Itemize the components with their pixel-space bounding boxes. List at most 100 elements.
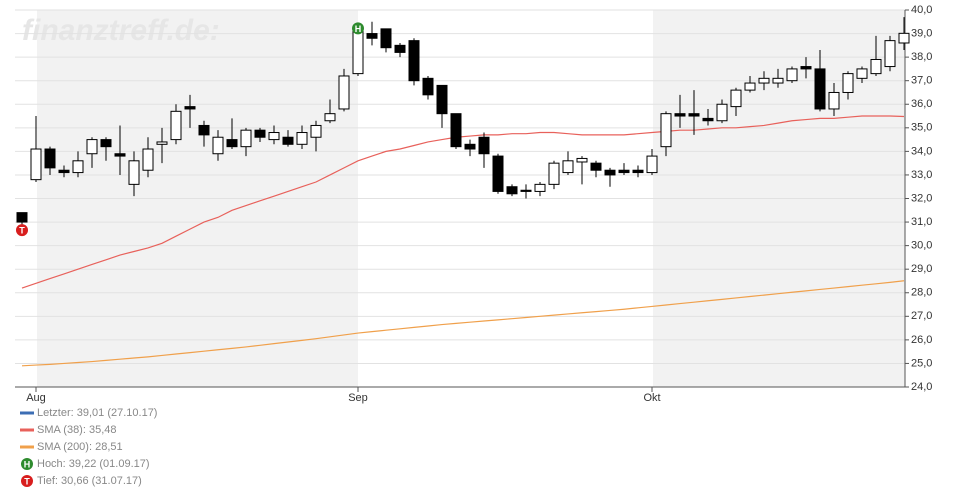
candle-body [408, 40, 420, 82]
marker-symbol: T [19, 225, 25, 235]
y-tick-label: 27,0 [911, 310, 932, 322]
candle-body [198, 124, 210, 136]
candle-body [422, 77, 434, 96]
candle-body [16, 212, 28, 223]
marker-symbol: H [355, 24, 362, 34]
candle-body [632, 169, 644, 174]
candle-body [30, 148, 42, 181]
watermark: finanztreff.de: [22, 14, 220, 47]
candle-body [800, 66, 812, 70]
candle-body [660, 113, 672, 148]
y-tick-label: 29,0 [911, 263, 932, 275]
candle-body [716, 103, 728, 122]
candle-body [772, 77, 784, 84]
legend-label: SMA (38): 35,48 [37, 424, 117, 436]
y-tick-label: 31,0 [911, 216, 932, 228]
candle-body [128, 160, 140, 185]
marker [352, 22, 364, 35]
candle-body [702, 117, 714, 122]
candle-body [268, 132, 280, 141]
candle-body [688, 113, 700, 117]
y-tick-label: 30,0 [911, 240, 932, 252]
candle-body [730, 89, 742, 108]
y-tick-label: 37,0 [911, 75, 932, 87]
candle-body [338, 75, 350, 110]
candle-body [352, 30, 364, 75]
candle-body [814, 68, 826, 110]
candle-body [156, 141, 168, 145]
candle-body [324, 113, 336, 122]
candle-body [44, 148, 56, 169]
sma-line [21, 115, 905, 289]
y-tick-label: 39,0 [911, 27, 932, 39]
y-tick-label: 33,0 [911, 169, 932, 181]
candle-body [170, 110, 182, 141]
marker [16, 224, 28, 237]
candle-body [604, 169, 616, 176]
x-tick-label: Sep [348, 392, 368, 404]
candle-body [86, 139, 98, 155]
x-tick-label: Okt [643, 392, 660, 404]
candle-body [380, 28, 392, 49]
y-tick-label: 40,0 [911, 4, 932, 16]
candle-body [366, 33, 378, 39]
candle-body [870, 58, 882, 75]
legend-label: SMA (200): 28,51 [37, 441, 123, 453]
candle-body [394, 44, 406, 53]
sma-line [21, 280, 905, 367]
candle-body [744, 82, 756, 91]
y-tick-label: 34,0 [911, 145, 932, 157]
y-tick-label: 25,0 [911, 357, 932, 369]
candle-body [478, 136, 490, 155]
y-tick-label: 32,0 [911, 192, 932, 204]
candle-body [884, 40, 896, 68]
legend-symbol: T [24, 476, 30, 486]
candle-body [464, 143, 476, 150]
candle-body [58, 169, 70, 174]
legend-icon [21, 458, 33, 470]
candle-body [674, 113, 686, 117]
candle-body [142, 148, 154, 171]
candle-body [646, 155, 658, 174]
candle-body [212, 136, 224, 155]
candle-body [898, 32, 910, 44]
legend-symbol: H [24, 459, 31, 469]
candle-body [548, 162, 560, 185]
candle-body [254, 129, 266, 138]
legend-icon [21, 475, 33, 487]
legend-label: Letzter: 39,01 (27.10.17) [37, 407, 157, 419]
candle-body [842, 73, 854, 93]
candle-body [184, 106, 196, 110]
y-tick-label: 28,0 [911, 287, 932, 299]
candle-body [296, 132, 308, 145]
candle-body [310, 124, 322, 138]
candle-body [590, 162, 602, 171]
candle-body [72, 160, 84, 174]
y-tick-label: 26,0 [911, 334, 932, 346]
y-tick-label: 24,0 [911, 381, 932, 393]
y-tick-label: 38,0 [911, 51, 932, 63]
candle-body [282, 136, 294, 145]
candle-body [436, 84, 448, 115]
legend-label: Hoch: 39,22 (01.09.17) [37, 458, 150, 470]
candle-body [786, 68, 798, 82]
candle-body [492, 155, 504, 192]
candle-body [240, 129, 252, 148]
candle-body [828, 91, 840, 110]
candle-body [618, 169, 630, 174]
legend-label: Tief: 30,66 (31.07.17) [37, 475, 142, 487]
candle-body [562, 160, 574, 174]
candle-body [114, 153, 126, 157]
candle-body [534, 183, 546, 192]
candle-body [856, 68, 868, 79]
candle-body [576, 157, 588, 163]
candle-body [506, 186, 518, 195]
candle-body [226, 139, 238, 148]
x-tick-label: Aug [26, 392, 46, 404]
y-tick-label: 35,0 [911, 122, 932, 134]
candle-body [450, 113, 462, 148]
candle-body [520, 189, 532, 192]
y-tick-label: 36,0 [911, 98, 932, 110]
candle-body [758, 77, 770, 84]
